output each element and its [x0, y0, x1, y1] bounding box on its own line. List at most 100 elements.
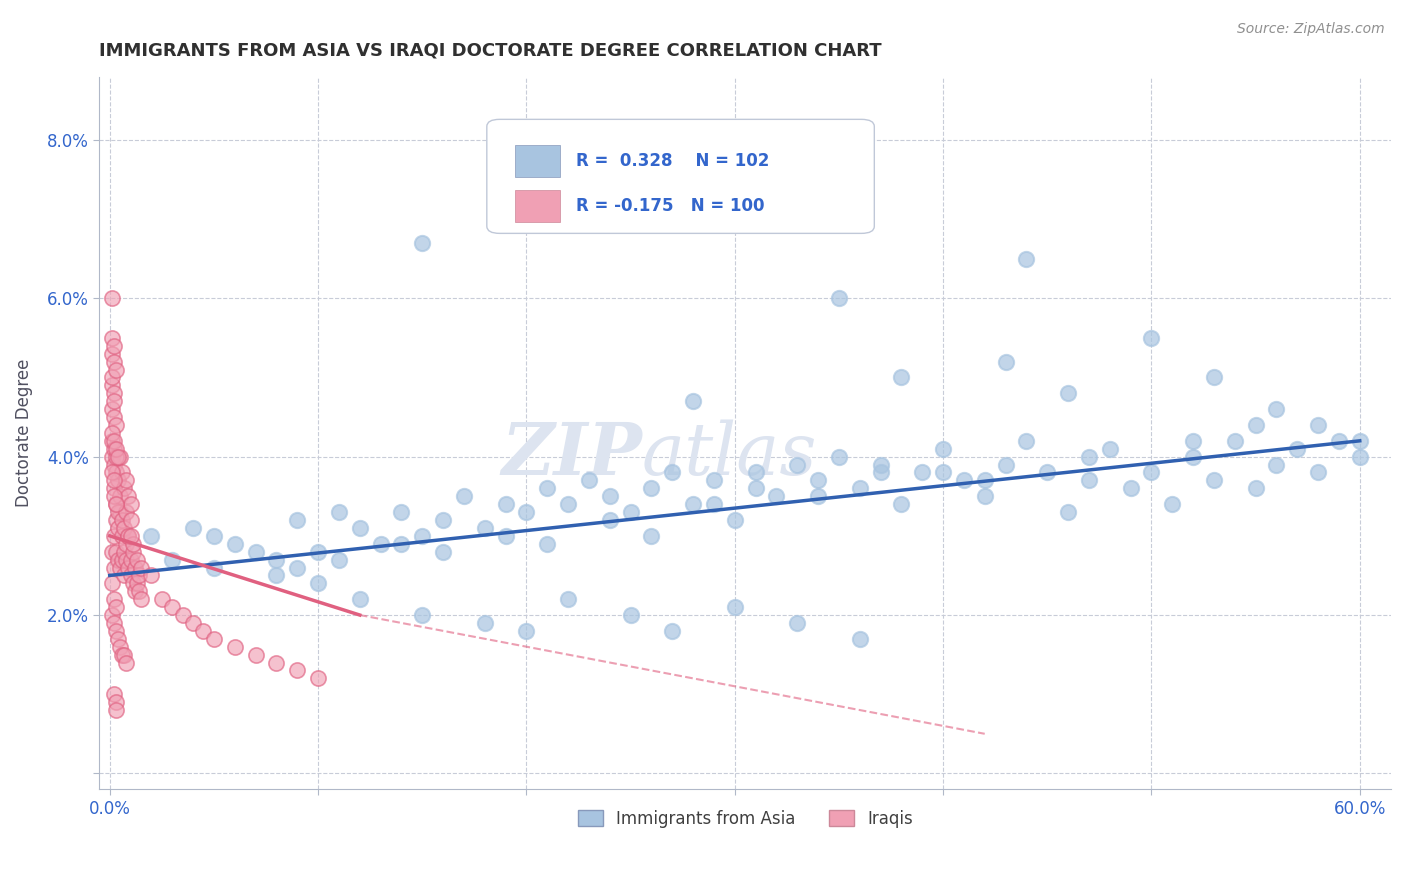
Point [107, 521, 129, 535]
Point [973, 489, 995, 503]
Point [121, 544, 143, 558]
Point [129, 592, 152, 607]
Text: IMMIGRANTS FROM ASIA VS IRAQI DOCTORATE DEGREE CORRELATION CHART: IMMIGRANTS FROM ASIA VS IRAQI DOCTORATE … [100, 42, 882, 60]
Point [619, 607, 641, 622]
Point [661, 624, 683, 638]
Point [103, 592, 125, 607]
Point [1057, 505, 1080, 519]
Point [160, 552, 183, 566]
Point [245, 544, 267, 558]
Legend: Immigrants from Asia, Iraqis: Immigrants from Asia, Iraqis [571, 803, 920, 834]
Point [1306, 466, 1329, 480]
Point [103, 458, 125, 472]
Point [115, 474, 138, 488]
FancyBboxPatch shape [515, 145, 561, 178]
Point [869, 458, 891, 472]
Point [104, 544, 127, 558]
Point [111, 648, 134, 662]
Point [141, 529, 163, 543]
Point [828, 291, 851, 305]
Point [141, 568, 163, 582]
Point [1223, 434, 1246, 448]
Point [285, 664, 308, 678]
Point [125, 552, 148, 566]
Point [1202, 370, 1225, 384]
Point [266, 552, 288, 566]
Point [1182, 450, 1205, 464]
Point [285, 560, 308, 574]
Point [640, 529, 662, 543]
Point [104, 703, 127, 717]
Point [103, 410, 125, 425]
Point [103, 615, 125, 630]
Point [703, 497, 725, 511]
Point [101, 402, 124, 417]
Point [101, 378, 124, 392]
Point [112, 648, 135, 662]
Point [1265, 458, 1288, 472]
Point [1348, 434, 1371, 448]
Point [536, 481, 558, 495]
Point [181, 521, 204, 535]
Point [107, 552, 129, 566]
Point [994, 354, 1017, 368]
Point [103, 434, 125, 448]
Point [453, 489, 475, 503]
Point [120, 529, 142, 543]
Point [104, 466, 127, 480]
Point [117, 529, 139, 543]
Point [848, 481, 870, 495]
Point [640, 481, 662, 495]
Point [115, 656, 138, 670]
Point [104, 497, 127, 511]
Point [115, 552, 138, 566]
Point [744, 481, 766, 495]
Point [103, 489, 125, 503]
Point [101, 607, 124, 622]
Text: atlas: atlas [641, 419, 817, 490]
Point [786, 458, 808, 472]
Point [1015, 252, 1038, 266]
Point [661, 466, 683, 480]
Point [202, 529, 225, 543]
Point [1202, 474, 1225, 488]
Point [1286, 442, 1309, 456]
Point [370, 537, 392, 551]
Point [128, 584, 150, 599]
Point [848, 632, 870, 646]
FancyBboxPatch shape [515, 190, 561, 222]
Point [578, 474, 600, 488]
Point [104, 450, 127, 464]
Point [111, 513, 134, 527]
Point [111, 466, 134, 480]
Point [307, 576, 329, 591]
Point [411, 235, 433, 250]
Point [117, 560, 139, 574]
Point [160, 600, 183, 615]
Point [103, 560, 125, 574]
Point [103, 386, 125, 401]
Point [108, 450, 131, 464]
Point [389, 505, 412, 519]
Point [932, 466, 955, 480]
Point [117, 489, 139, 503]
Point [411, 529, 433, 543]
Point [724, 600, 747, 615]
Point [328, 505, 350, 519]
Point [307, 672, 329, 686]
Point [682, 394, 704, 409]
Point [869, 466, 891, 480]
Point [557, 592, 579, 607]
Point [103, 394, 125, 409]
Point [101, 370, 124, 384]
Point [994, 458, 1017, 472]
Point [245, 648, 267, 662]
Point [432, 513, 454, 527]
Point [890, 497, 912, 511]
Point [619, 505, 641, 519]
Point [266, 568, 288, 582]
Point [411, 607, 433, 622]
Point [111, 529, 134, 543]
Point [432, 544, 454, 558]
FancyBboxPatch shape [486, 120, 875, 234]
